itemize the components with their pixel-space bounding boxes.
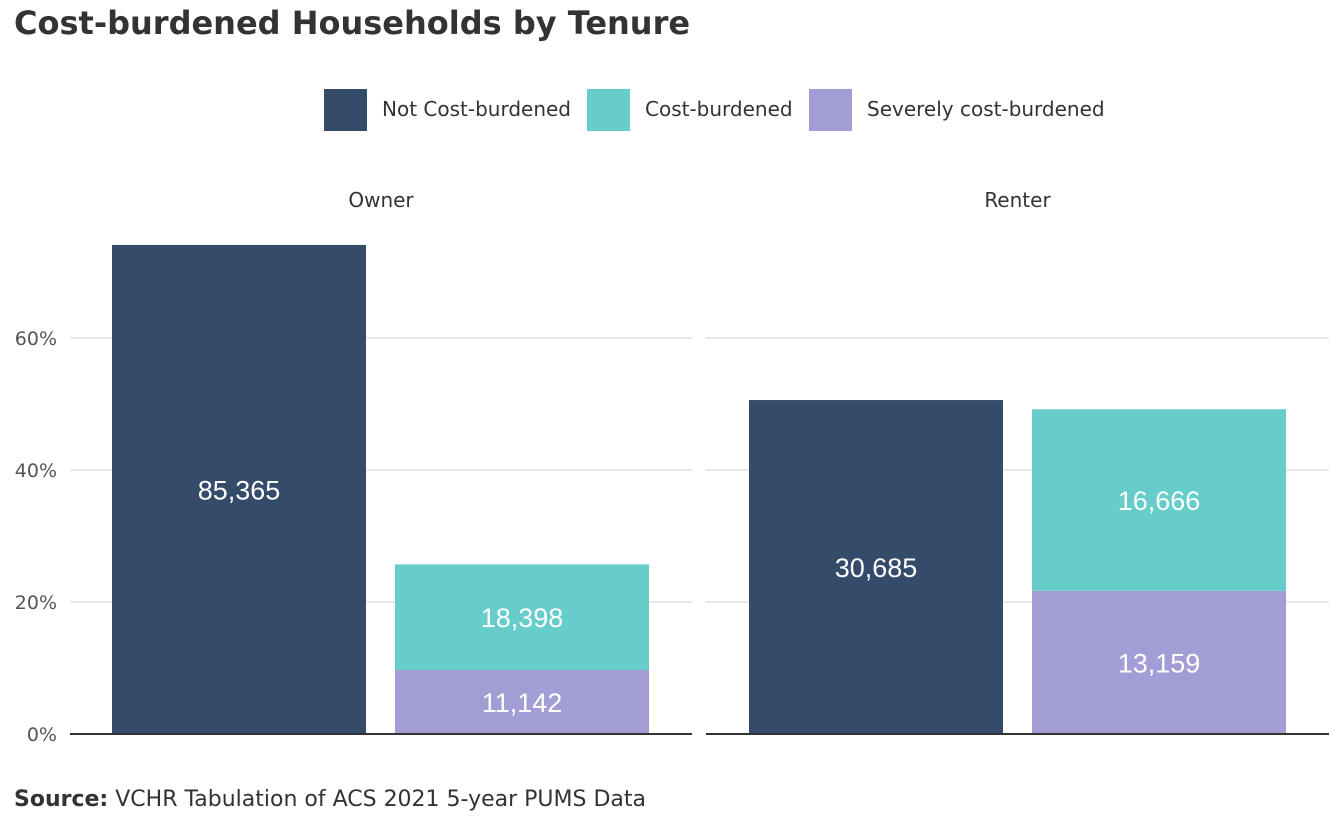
data-label: 18,398 [481, 603, 564, 633]
chart-plot-area: 0% 20% 40% 60% Owner 85,365 11,142 18,398 Renter… [15, 188, 1329, 746]
facet-title-renter: Renter [984, 188, 1051, 212]
data-label: 30,685 [835, 553, 918, 583]
y-tick-label: 0% [27, 724, 57, 746]
y-tick-label: 60% [15, 328, 57, 350]
bar-renter-cost-burdened [1032, 409, 1286, 591]
bar-owner-not-cost-burdened [112, 244, 366, 734]
data-label: 11,142 [482, 688, 563, 718]
chart-title: Cost-burdened Households by Tenure [14, 4, 691, 42]
y-tick-label: 40% [15, 460, 57, 482]
bar-owner-cost-burdened [395, 564, 649, 670]
legend-label-severely-cost-burdened: Severely cost-burdened [867, 97, 1105, 121]
bar-owner-severely-cost-burdened [395, 669, 649, 734]
legend-label-not-cost-burdened: Not Cost-burdened [382, 97, 571, 121]
y-tick-label: 20% [15, 592, 57, 614]
bar-renter-severely-cost-burdened [1032, 590, 1286, 734]
legend-label-cost-burdened: Cost-burdened [645, 97, 793, 121]
data-label: 16,666 [1118, 486, 1201, 516]
legend: Not Cost-burdened Cost-burdened Severely… [0, 88, 1344, 132]
facet-title-owner: Owner [348, 188, 414, 212]
legend-swatch-severely-cost-burdened [809, 89, 852, 131]
bar-renter-not-cost-burdened [749, 400, 1003, 734]
source-note: Source: VCHR Tabulation of ACS 2021 5-ye… [14, 787, 646, 812]
source-label: Source: [14, 787, 109, 812]
data-label: 85,365 [198, 475, 281, 505]
data-label: 13,159 [1118, 648, 1201, 678]
legend-swatch-cost-burdened [587, 89, 630, 131]
legend-swatch-not-cost-burdened [324, 89, 367, 131]
source-text: VCHR Tabulation of ACS 2021 5-year PUMS … [115, 787, 647, 812]
